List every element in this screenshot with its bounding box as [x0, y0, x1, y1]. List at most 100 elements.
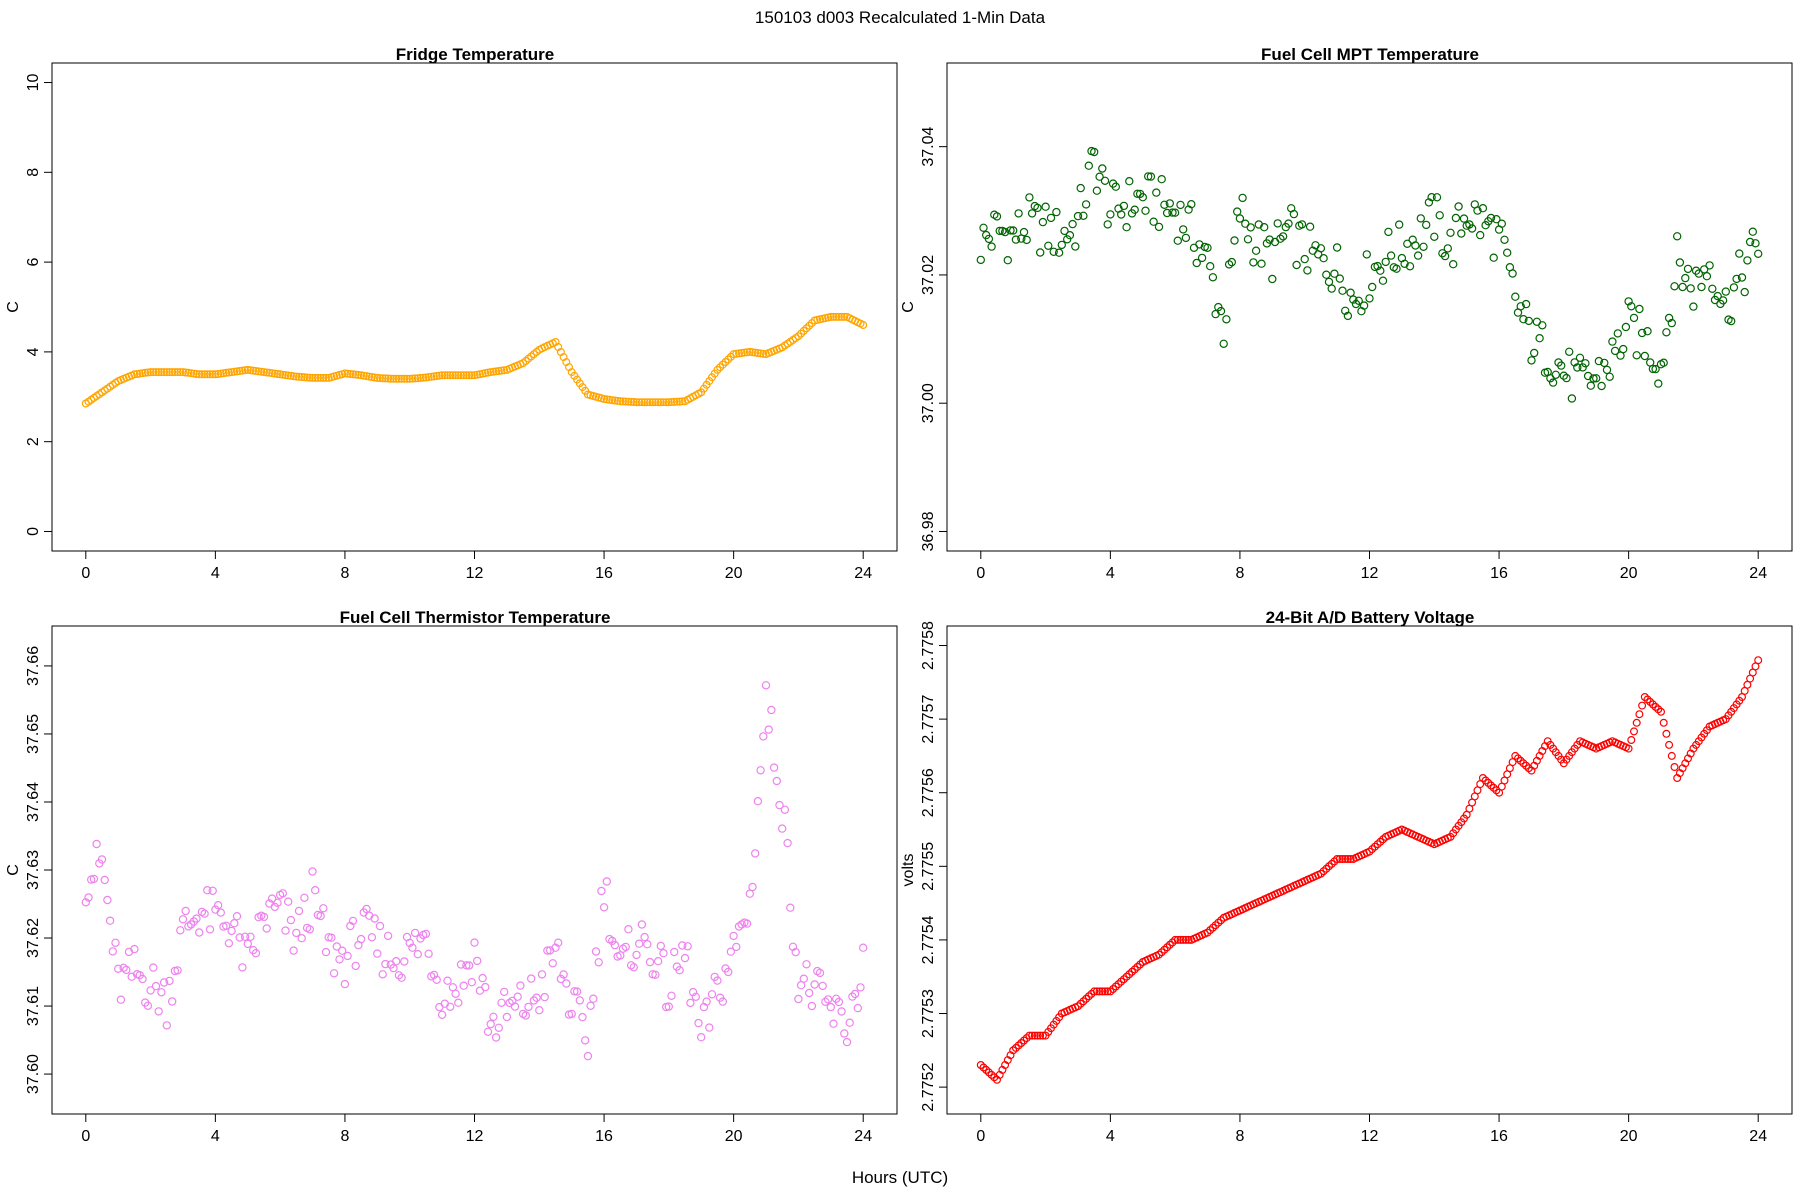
data-point: [829, 1019, 838, 1028]
data-point: [680, 953, 690, 963]
data-point: [440, 371, 449, 380]
data-point: [805, 988, 814, 998]
y-tick-label: 2.7758: [920, 621, 937, 670]
data-point: [278, 889, 287, 898]
data-point: [756, 349, 765, 358]
data-point: [346, 921, 355, 931]
data-point: [1163, 943, 1172, 952]
data-point: [176, 368, 185, 377]
data-point: [586, 1001, 595, 1011]
data-point: [294, 906, 304, 916]
data-point: [532, 993, 541, 1002]
data-point: [1176, 200, 1185, 210]
data-point: [216, 908, 225, 917]
data-point: [405, 374, 414, 383]
data-point: [186, 920, 196, 929]
data-point: [772, 776, 782, 786]
data-point: [1335, 854, 1344, 863]
data-point: [624, 925, 633, 934]
x-tick-label: 8: [1235, 1128, 1244, 1145]
data-point: [289, 372, 298, 381]
data-point: [1303, 266, 1312, 275]
data-point: [1740, 287, 1749, 297]
data-point: [251, 367, 260, 376]
data-point: [1332, 243, 1342, 252]
data-point: [1691, 266, 1701, 275]
data-point: [227, 926, 236, 936]
data-point: [1238, 193, 1247, 203]
data-point: [1187, 199, 1196, 209]
data-point: [1092, 987, 1101, 996]
data-point: [446, 1002, 455, 1012]
data-point: [1735, 249, 1744, 258]
data-point: [206, 370, 215, 379]
data-point: [1670, 762, 1679, 771]
data-point: [1729, 283, 1739, 292]
data-point: [1675, 258, 1685, 267]
data-point: [1678, 282, 1687, 292]
data-point: [292, 928, 301, 938]
data-point: [224, 368, 233, 377]
data-point: [222, 368, 231, 377]
data-point: [89, 874, 99, 884]
data-point: [686, 998, 695, 1008]
data-point: [659, 398, 668, 407]
data-point: [702, 997, 711, 1006]
data-point: [742, 919, 752, 928]
data-point: [743, 348, 752, 357]
x-tick-label: 12: [466, 565, 484, 582]
data-point: [826, 312, 835, 321]
data-point: [1419, 242, 1428, 251]
data-point: [1003, 256, 1013, 265]
data-point: [1556, 361, 1566, 370]
x-tick-label: 20: [725, 565, 743, 582]
data-point: [462, 371, 471, 380]
data-point: [1057, 240, 1067, 250]
data-point: [724, 355, 733, 364]
data-point: [394, 374, 403, 383]
data-point: [529, 996, 539, 1005]
data-point: [1327, 859, 1336, 868]
data-point: [802, 960, 811, 969]
data-point: [610, 940, 620, 950]
data-point: [381, 959, 390, 969]
data-point: [548, 959, 558, 968]
data-point: [1624, 744, 1633, 753]
data-point: [432, 975, 441, 985]
data-point: [1195, 240, 1204, 249]
data-point: [537, 970, 547, 979]
x-tick-label: 4: [211, 565, 220, 582]
data-point: [1457, 229, 1466, 238]
data-point: [1648, 700, 1657, 709]
data-point: [1197, 253, 1207, 263]
data-point: [1136, 960, 1145, 969]
data-point: [1629, 727, 1638, 736]
data-point: [1386, 251, 1396, 260]
data-point: [1079, 997, 1088, 1006]
data-point: [759, 732, 768, 741]
data-point: [133, 370, 142, 379]
data-point: [1235, 214, 1245, 223]
data-point: [667, 991, 676, 1001]
data-point: [832, 312, 841, 321]
data-point: [467, 978, 476, 987]
x-tick-label: 8: [1235, 565, 1244, 582]
data-point: [1413, 251, 1423, 260]
data-point: [516, 981, 525, 990]
data-point: [1327, 284, 1336, 293]
data-point: [540, 992, 549, 1002]
data-point: [238, 366, 247, 375]
data-point: [184, 368, 193, 377]
data-point: [1181, 935, 1190, 944]
data-point: [1173, 236, 1183, 245]
data-point: [618, 397, 627, 406]
data-point: [1349, 295, 1358, 304]
data-point: [500, 987, 509, 997]
data-point: [392, 957, 401, 966]
y-tick-label: 37.02: [920, 255, 937, 295]
data-point: [662, 398, 671, 407]
data-point: [146, 986, 155, 995]
y-tick-label: 37.63: [25, 850, 42, 890]
data-point: [1017, 1038, 1026, 1047]
data-point: [751, 348, 760, 357]
